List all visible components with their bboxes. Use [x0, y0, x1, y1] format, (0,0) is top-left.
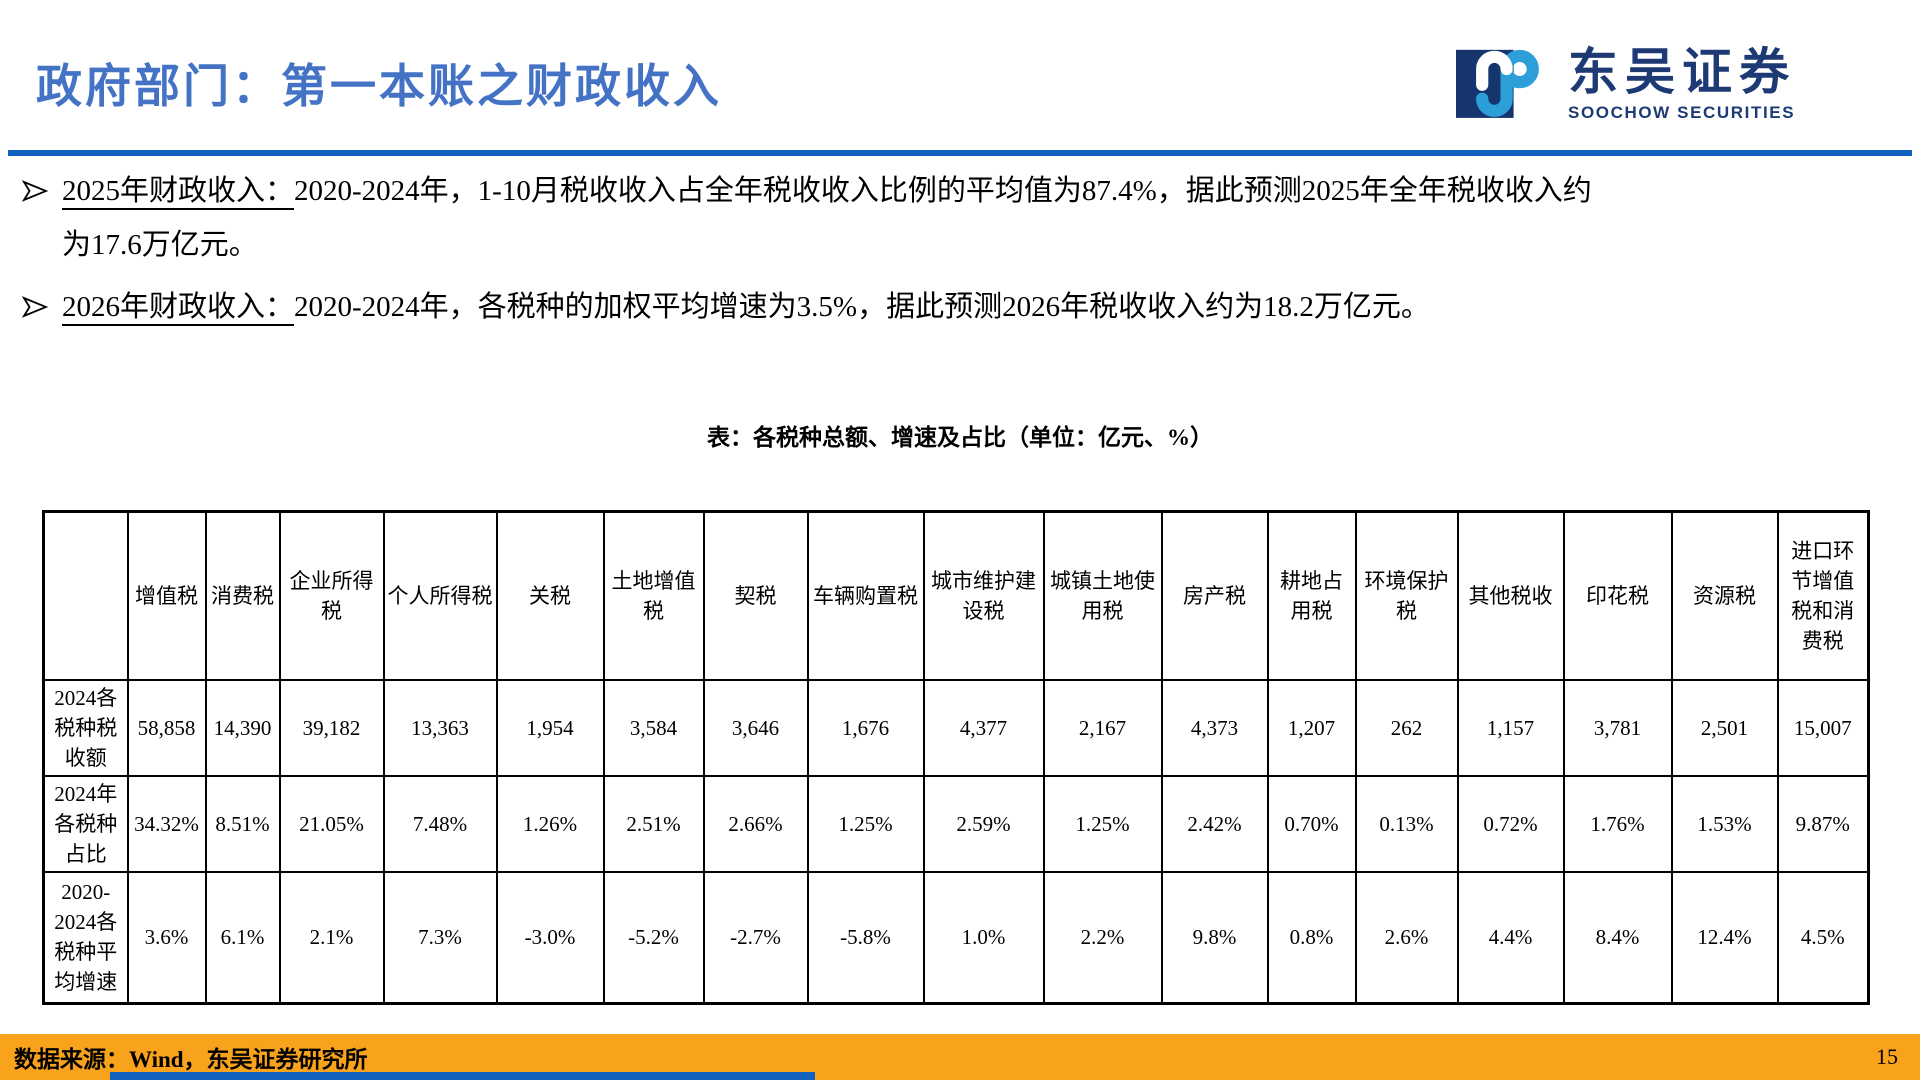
- table-cell: 3,584: [602, 678, 705, 777]
- table-cell: 4.5%: [1776, 870, 1870, 1005]
- table-cell: -5.2%: [602, 870, 705, 1005]
- table-cell: 7.3%: [382, 870, 498, 1005]
- bullet-text: 2020-2024年，1-10月税收收入占全年税收收入比例的平均值为87.4%，…: [62, 175, 1592, 261]
- logo-en-name: SOOCHOW SECURITIES: [1568, 103, 1796, 122]
- logo-cn-name: 东吴证券: [1568, 44, 1796, 100]
- arrowhead-right-icon: [22, 296, 48, 318]
- table-cell: 1,207: [1266, 678, 1357, 777]
- table-cell: 2,167: [1042, 678, 1163, 777]
- page-number: 15: [1876, 1044, 1898, 1069]
- row-label: 2020-2024各税种平均增速: [42, 870, 129, 1005]
- table-header-row: 增值税 消费税 企业所得税 个人所得税 关税 土地增值税 契税 车辆购置税 城市维护建设税 城镇土…: [42, 510, 1870, 681]
- column-header: 城市维护建设税: [922, 510, 1045, 681]
- soochow-logo: 东吴证券 SOOCHOW SECURITIES: [1456, 46, 1796, 123]
- table-cell: 1,157: [1456, 678, 1565, 777]
- title-divider-rule: [8, 150, 1912, 156]
- bullet-item-2026: 2026年财政收入：2020-2024年，各税种的加权平均增速为3.5%，据此预…: [22, 280, 1882, 334]
- table-cell: 1.0%: [922, 870, 1045, 1005]
- table-cell: 2.66%: [702, 774, 809, 873]
- table-cell: 1.76%: [1562, 774, 1673, 873]
- row-label: 2024各税种税收额: [42, 678, 129, 777]
- column-header: 关税: [495, 510, 605, 681]
- table-row: 2024各税种税收额 58,858 14,390 39,182 13,363 1,954 3…: [42, 678, 1870, 777]
- column-header: 车辆购置税: [806, 510, 925, 681]
- table-cell: 3,646: [702, 678, 809, 777]
- table-cell: 3,781: [1562, 678, 1673, 777]
- table-cell: 9.87%: [1776, 774, 1870, 873]
- table-cell: 2.6%: [1354, 870, 1459, 1005]
- table-cell: 0.13%: [1354, 774, 1459, 873]
- table-cell: 1.26%: [495, 774, 605, 873]
- column-header: 城镇土地使用税: [1042, 510, 1163, 681]
- column-header: 契税: [702, 510, 809, 681]
- table-cell: 8.51%: [204, 774, 281, 873]
- data-source-text: 数据来源：Wind，东吴证券研究所: [14, 1047, 368, 1072]
- table-cell: 14,390: [204, 678, 281, 777]
- tax-table: 增值税 消费税 企业所得税 个人所得税 关税 土地增值税 契税 车辆购置税 城市维护建设税 城镇土…: [42, 510, 1870, 1005]
- table-cell: 2,501: [1670, 678, 1779, 777]
- table-title: 表：各税种总额、增速及占比（单位：亿元、%）: [707, 425, 1213, 450]
- column-header: 其他税收: [1456, 510, 1565, 681]
- table-cell: 15,007: [1776, 678, 1870, 777]
- bullet-item-2025: 2025年财政收入：2020-2024年，1-10月税收收入占全年税收收入比例的…: [22, 164, 1607, 272]
- column-header: 房产税: [1160, 510, 1269, 681]
- table-cell: 262: [1354, 678, 1459, 777]
- table-cell: 2.51%: [602, 774, 705, 873]
- table-cell: -3.0%: [495, 870, 605, 1005]
- table-cell: 4,377: [922, 678, 1045, 777]
- column-header: 企业所得税: [278, 510, 385, 681]
- table-cell: 2.2%: [1042, 870, 1163, 1005]
- soochow-s-mark-icon: [1456, 49, 1539, 118]
- table-cell: 34.32%: [126, 774, 207, 873]
- column-header: 环境保护税: [1354, 510, 1459, 681]
- table-cell: 0.70%: [1266, 774, 1357, 873]
- table-row: 2024年各税种占比 34.32% 8.51% 21.05% 7.48% 1.26% 2.5…: [42, 774, 1870, 873]
- column-header: 耕地占用税: [1266, 510, 1357, 681]
- table-cell: 9.8%: [1160, 870, 1269, 1005]
- table-cell: 6.1%: [204, 870, 281, 1005]
- footer-accent-strip: [110, 1072, 815, 1080]
- table-cell: 3.6%: [126, 870, 207, 1005]
- column-header: 增值税: [126, 510, 207, 681]
- table-cell: 4,373: [1160, 678, 1269, 777]
- column-header: 进口环节增值税和消费税: [1776, 510, 1870, 681]
- table-cell: 2.59%: [922, 774, 1045, 873]
- row-label: 2024年各税种占比: [42, 774, 129, 873]
- table-cell: -5.8%: [806, 870, 925, 1005]
- table-cell: 2.1%: [278, 870, 385, 1005]
- table-cell: 1.53%: [1670, 774, 1779, 873]
- bullet-text: 2020-2024年，各税种的加权平均增速为3.5%，据此预测2026年税收收入…: [294, 291, 1430, 323]
- logo-text: 东吴证券 SOOCHOW SECURITIES: [1568, 46, 1796, 123]
- table-cell: 2.42%: [1160, 774, 1269, 873]
- table-cell: -2.7%: [702, 870, 809, 1005]
- table-cell: 1.25%: [1042, 774, 1163, 873]
- table-cell: 0.72%: [1456, 774, 1565, 873]
- table-cell: 21.05%: [278, 774, 385, 873]
- table-cell: 1,954: [495, 678, 605, 777]
- table-cell: 1,676: [806, 678, 925, 777]
- table-cell: 12.4%: [1670, 870, 1779, 1005]
- bullet-list: 2025年财政收入：2020-2024年，1-10月税收收入占全年税收收入比例的…: [22, 164, 1902, 334]
- table-cell: 7.48%: [382, 774, 498, 873]
- column-header: 个人所得税: [382, 510, 498, 681]
- table-cell: 1.25%: [806, 774, 925, 873]
- page-title: 政府部门：第一本账之财政收入: [36, 61, 722, 112]
- table-cell: 4.4%: [1456, 870, 1565, 1005]
- table-cell: 58,858: [126, 678, 207, 777]
- table-cell: 13,363: [382, 678, 498, 777]
- column-header: 资源税: [1670, 510, 1779, 681]
- column-header: 土地增值税: [602, 510, 705, 681]
- bullet-lead: 2026年财政收入：: [62, 291, 295, 323]
- column-header: [42, 510, 129, 681]
- arrowhead-right-icon: [22, 180, 48, 202]
- table-cell: 0.8%: [1266, 870, 1357, 1005]
- bullet-lead: 2025年财政收入：: [62, 175, 295, 207]
- table-cell: 39,182: [278, 678, 385, 777]
- column-header: 印花税: [1562, 510, 1673, 681]
- table-row: 2020-2024各税种平均增速 3.6% 6.1% 2.1% 7.3% -3.0% -5.…: [42, 870, 1870, 1005]
- table-cell: 8.4%: [1562, 870, 1673, 1005]
- column-header: 消费税: [204, 510, 281, 681]
